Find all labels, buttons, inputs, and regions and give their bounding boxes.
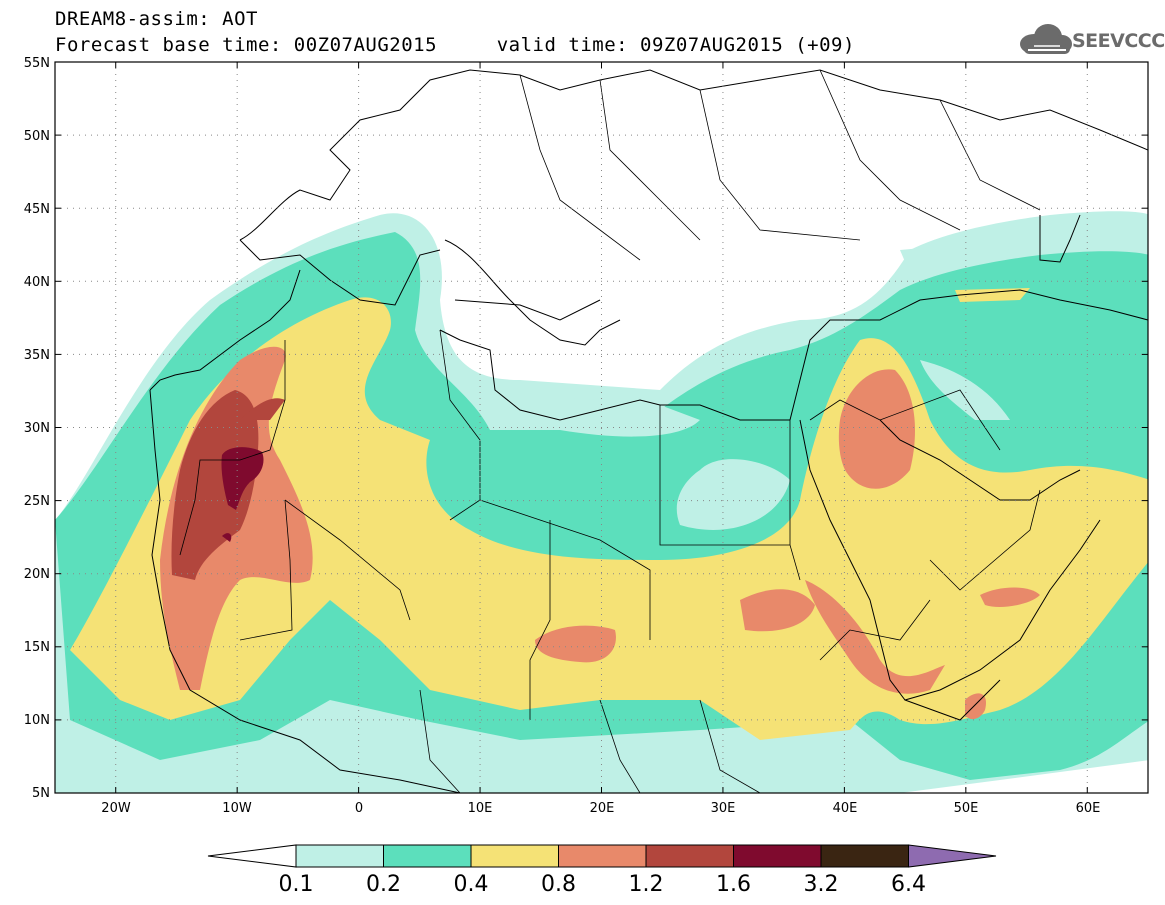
colorbar-swatch	[645, 844, 734, 868]
colorbar-low-arrow	[207, 844, 297, 868]
colorbar-label: 0.8	[541, 872, 576, 897]
colorbar-label: 1.6	[716, 872, 751, 897]
colorbar-swatch	[470, 844, 559, 868]
lon-label: 10W	[222, 801, 252, 816]
map-title: DREAM8-assim: AOT	[55, 8, 258, 30]
coastlines	[149, 69, 1148, 793]
aot-level-1.2	[171, 390, 285, 580]
lon-label: 0	[355, 801, 363, 816]
colorbar-swatch	[383, 844, 472, 868]
colorbar-swatch	[295, 844, 384, 868]
logo-text: SEEVCCC	[1072, 30, 1165, 52]
lat-label: 15N	[24, 640, 50, 655]
lat-label: 50N	[24, 129, 50, 144]
colorbar-label: 0.2	[366, 872, 401, 897]
colorbar-label: 6.4	[891, 872, 926, 897]
lat-label: 20N	[24, 567, 50, 582]
colorbar-swatch	[820, 844, 909, 868]
lat-label: 5N	[32, 786, 50, 801]
lat-label: 35N	[24, 348, 50, 363]
latitude-labels: 5N 10N 15N 20N 25N 30N 35N 40N 45N 50N 5…	[24, 56, 50, 801]
colorbar-labels: 0.1 0.2 0.4 0.8 1.2 1.6 3.2 6.4	[279, 872, 927, 897]
gridlines	[55, 62, 1148, 793]
lon-label: 20W	[101, 801, 131, 816]
lat-label: 40N	[24, 275, 50, 290]
lon-label: 60E	[1076, 801, 1101, 816]
colorbar-label: 0.4	[454, 872, 489, 897]
lon-label: 30E	[711, 801, 736, 816]
lat-label: 30N	[24, 421, 50, 436]
lon-label: 40E	[833, 801, 858, 816]
aot-contours	[55, 211, 1148, 793]
lat-label: 55N	[24, 56, 50, 71]
aot-level-0.1-patch	[490, 360, 1010, 530]
forecast-time-line: Forecast base time: 00Z07AUG2015 valid t…	[55, 34, 855, 56]
lat-label: 10N	[24, 713, 50, 728]
colorbar	[207, 844, 997, 868]
axis-ticks	[55, 61, 1148, 794]
lon-label: 20E	[590, 801, 615, 816]
aot-level-1.6	[221, 447, 264, 542]
colorbar-swatch	[733, 844, 822, 868]
colorbar-swatch	[558, 844, 647, 868]
colorbar-label: 0.1	[279, 872, 314, 897]
colorbar-high-arrow	[908, 844, 997, 868]
cloud-logo-icon	[1020, 24, 1072, 54]
colorbar-label: 3.2	[804, 872, 839, 897]
lon-label: 10E	[468, 801, 493, 816]
colorbar-label: 1.2	[629, 872, 664, 897]
lon-label: 50E	[954, 801, 979, 816]
lat-label: 25N	[24, 494, 50, 509]
longitude-labels: 20W 10W 0 10E 20E 30E 40E 50E 60E	[101, 801, 1100, 816]
lat-label: 45N	[24, 202, 50, 217]
